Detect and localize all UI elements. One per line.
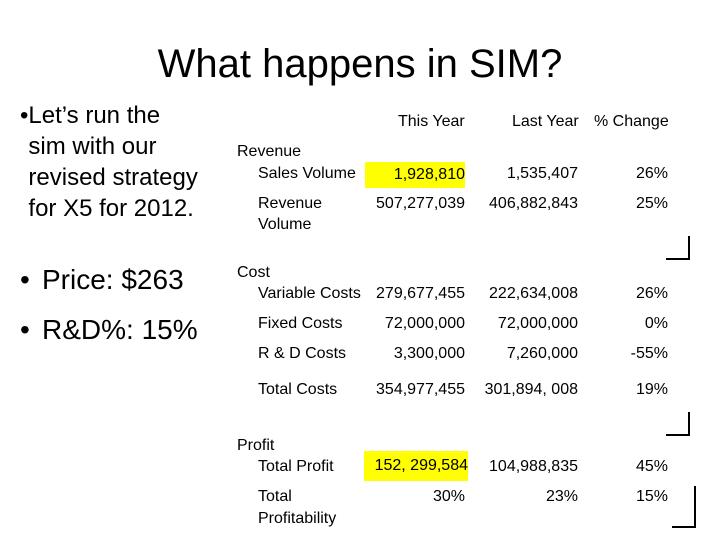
bullet-dot-icon: • xyxy=(20,102,29,129)
row-label-sales-volume: Sales Volume xyxy=(258,165,356,182)
cell-total-profitability-last-year: 23% xyxy=(545,488,578,505)
row-label-revenue-volume-line2: Volume xyxy=(258,216,312,233)
row-label-total-profitability-line2: Profitability xyxy=(258,510,337,527)
corner-mark-icon xyxy=(666,236,690,260)
cell-revenue-volume-this-year: 507,277,039 xyxy=(376,195,465,212)
bullet-text: R&D%: 15% xyxy=(42,314,198,345)
cell-rd-costs-last-year: 7,260,000 xyxy=(506,345,578,362)
section-revenue: Revenue xyxy=(237,143,302,160)
header-pct-change: % Change xyxy=(594,113,669,130)
row-label-revenue-volume: Revenue xyxy=(258,195,323,212)
cell-total-profitability-pct: 15% xyxy=(635,488,668,505)
corner-mark-icon xyxy=(672,486,696,528)
row-label-rd-costs: R & D Costs xyxy=(258,345,347,362)
cell-sales-volume-pct: 26% xyxy=(635,165,668,182)
header-last-year: Last Year xyxy=(512,113,579,130)
cell-sales-volume-last-year: 1,535,407 xyxy=(506,165,578,182)
bullet-dot-icon: • xyxy=(20,314,30,345)
section-cost: Cost xyxy=(237,264,270,281)
bullet-text: Let’s run the sim with our revised strat… xyxy=(28,102,198,222)
row-label-total-costs: Total Costs xyxy=(258,381,338,398)
header-this-year: This Year xyxy=(398,113,465,130)
corner-mark-icon xyxy=(666,412,690,436)
bullet-item: • Price: $263 xyxy=(20,264,184,296)
row-label-total-profit: Total Profit xyxy=(258,458,334,475)
cell-fixed-costs-pct: 0% xyxy=(644,315,668,332)
cell-total-costs-this-year: 354,977,455 xyxy=(376,381,465,398)
cell-variable-costs-pct: 26% xyxy=(635,285,668,302)
cell-revenue-volume-last-year: 406,882,843 xyxy=(489,195,578,212)
cell-total-costs-pct: 19% xyxy=(635,381,668,398)
cell-variable-costs-this-year: 279,677,455 xyxy=(376,285,465,302)
cell-sales-volume-this-year: 1,928,810 xyxy=(365,162,465,188)
cell-total-costs-last-year: 301,894, 008 xyxy=(484,381,578,398)
row-label-fixed-costs: Fixed Costs xyxy=(258,315,343,332)
bullet-item: • R&D%: 15% xyxy=(20,314,198,346)
cell-fixed-costs-last-year: 72,000,000 xyxy=(497,315,578,332)
row-label-total-profitability: Total xyxy=(258,488,292,505)
bullet-dot-icon: • xyxy=(20,264,30,295)
cell-rd-costs-this-year: 3,300,000 xyxy=(393,345,465,362)
cell-total-profitability-this-year: 30% xyxy=(432,488,465,505)
cell-rd-costs-pct: -55% xyxy=(630,345,668,362)
cell-fixed-costs-this-year: 72,000,000 xyxy=(384,315,465,332)
bullet-item: • Let’s run the sim with our revised str… xyxy=(20,100,200,224)
cell-total-profit-pct: 45% xyxy=(635,458,668,475)
row-label-variable-costs: Variable Costs xyxy=(258,285,361,302)
cell-total-profit-last-year: 104,988,835 xyxy=(489,458,578,475)
cell-variable-costs-last-year: 222,634,008 xyxy=(489,285,578,302)
section-profit: Profit xyxy=(237,437,275,454)
slide-title: What happens in SIM? xyxy=(157,42,563,86)
cell-total-profit-this-year: 152, 299,584 xyxy=(364,451,468,481)
cell-revenue-volume-pct: 25% xyxy=(635,195,668,212)
bullet-text: Price: $263 xyxy=(42,264,184,295)
